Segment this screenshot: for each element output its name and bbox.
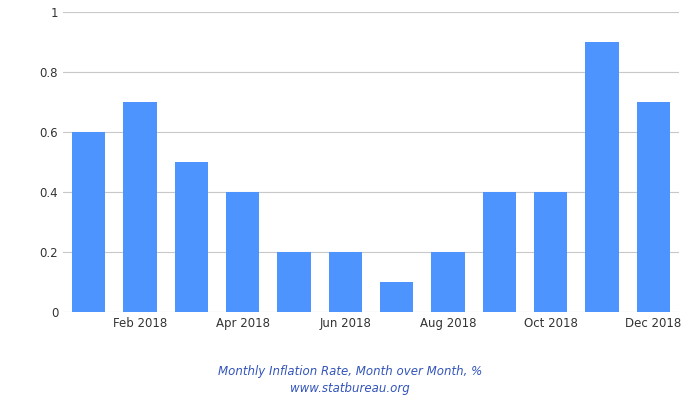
Bar [72,132,105,312]
Bar [226,192,259,312]
Bar [483,192,516,312]
Text: Monthly Inflation Rate, Month over Month, %: Monthly Inflation Rate, Month over Month… [218,365,482,378]
Bar [380,282,413,312]
Bar [534,192,567,312]
Bar [123,102,157,312]
Bar [174,162,208,312]
Bar [585,42,619,312]
Bar [431,252,465,312]
Bar [277,252,311,312]
Text: www.statbureau.org: www.statbureau.org [290,382,410,395]
Bar [637,102,670,312]
Bar [329,252,362,312]
